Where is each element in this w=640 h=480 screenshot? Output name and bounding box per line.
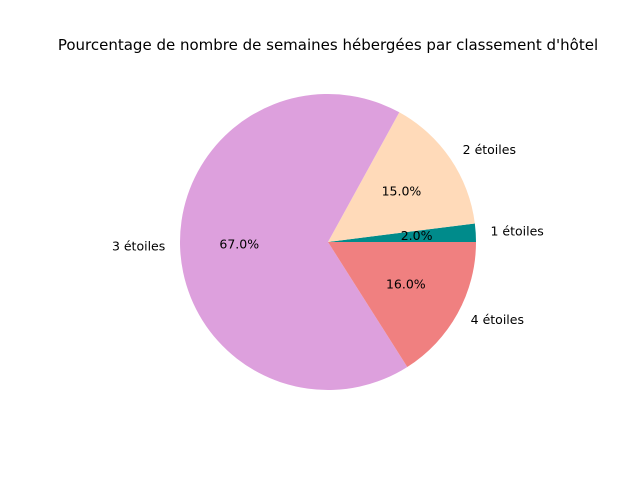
pie-slices [180,94,476,391]
chart-title: Pourcentage de nombre de semaines héberg… [58,36,598,54]
slice-percent-label: 15.0% [382,184,422,199]
pie-slice [328,223,476,242]
slice-percent-label: 16.0% [386,276,426,291]
pie-slice [328,112,475,242]
pie-slice [180,94,408,391]
slice-label: 3 étoiles [112,239,165,254]
slice-label: 4 étoiles [471,312,524,327]
slice-label: 2 étoiles [463,142,516,157]
slice-percent-label: 67.0% [219,236,259,251]
slice-label: 1 étoiles [490,223,543,238]
pie-slice [328,242,476,367]
slice-percent-label: 2.0% [401,228,433,243]
pie-labels: 1 étoiles 2.0% 2 étoiles 15.0% 3 étoiles 67.0… [112,142,544,327]
